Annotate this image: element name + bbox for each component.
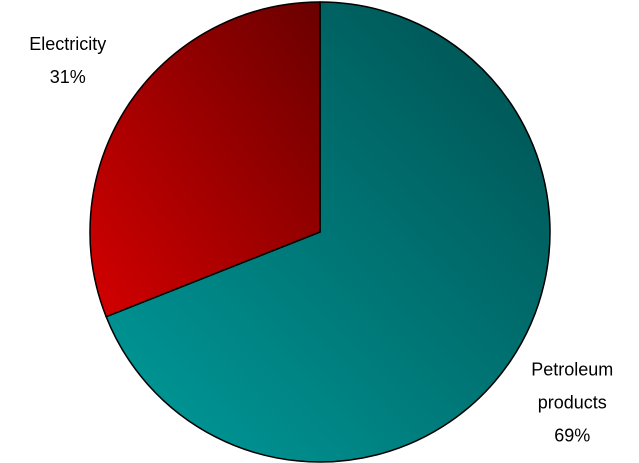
slice-label: Electricity 31% bbox=[13, 28, 123, 94]
slice-value: 31% bbox=[49, 66, 86, 87]
slice-value: 69% bbox=[554, 425, 591, 446]
slice-name: Petroleum products bbox=[531, 359, 614, 413]
slice-shading bbox=[89, 1, 321, 318]
slice-label: Petroleum products 69% bbox=[517, 354, 627, 453]
slice-name: Electricity bbox=[29, 33, 107, 54]
slice-shading bbox=[105, 1, 551, 463]
